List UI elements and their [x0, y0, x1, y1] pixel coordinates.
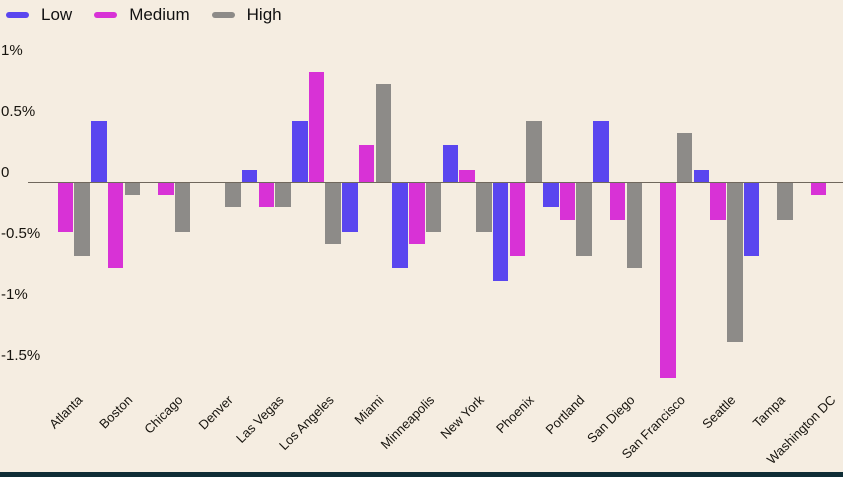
- bar-portland-low: [543, 183, 559, 208]
- bar-minneapolis-high: [425, 183, 442, 232]
- bar-miami-low: [342, 183, 358, 232]
- bar-san-diego-medium: [609, 183, 626, 220]
- x-axis-label-phoenix: Phoenix: [493, 392, 538, 437]
- bar-tampa-high: [777, 183, 793, 220]
- x-axis-label-portland: Portland: [542, 392, 588, 438]
- x-axis-label-tampa: Tampa: [750, 392, 789, 431]
- bar-los-angeles-medium: [308, 72, 325, 182]
- bar-miami-high: [375, 84, 392, 182]
- zero-axis-line: [28, 182, 843, 183]
- bar-seattle-low: [693, 169, 710, 182]
- legend-swatch-icon: [211, 12, 235, 18]
- bar-phoenix-high: [526, 121, 542, 182]
- legend-item-high: High: [211, 3, 282, 27]
- bar-chicago-medium: [158, 183, 174, 196]
- legend-label: High: [246, 5, 282, 24]
- bar-seattle-high: [727, 183, 743, 342]
- bar-los-angeles-low: [292, 121, 308, 182]
- x-axis-label-chicago: Chicago: [141, 392, 186, 437]
- bar-new-york-low: [442, 145, 459, 182]
- bar-los-angeles-high: [325, 183, 341, 244]
- x-axis-label-new-york: New York: [437, 392, 488, 442]
- legend-item-low: Low: [6, 3, 72, 27]
- legend-item-medium: Medium: [94, 3, 190, 27]
- bar-miami-medium: [358, 145, 375, 182]
- bar-phoenix-medium: [509, 183, 525, 257]
- bar-minneapolis-medium: [409, 183, 425, 244]
- x-axis-label-san-diego: San Diego: [584, 392, 638, 446]
- bar-las-vegas-medium: [258, 183, 274, 208]
- y-tick-label: -0.5%: [1, 225, 41, 242]
- bar-denver-high: [225, 183, 241, 208]
- y-tick-label: 0.5%: [1, 103, 36, 120]
- x-axis-label-denver: Denver: [195, 392, 237, 433]
- bar-portland-medium: [559, 183, 576, 220]
- bar-boston-low: [91, 121, 107, 182]
- y-tick-label: 0: [1, 164, 10, 181]
- bar-washington-dc-medium: [810, 183, 827, 196]
- bar-las-vegas-high: [275, 183, 291, 208]
- bottom-dark-strip: [0, 472, 843, 477]
- bar-portland-high: [576, 183, 592, 257]
- bar-boston-high: [124, 183, 141, 196]
- bar-san-francisco-high: [676, 133, 693, 182]
- bar-chicago-high: [174, 183, 191, 232]
- bar-new-york-medium: [459, 169, 475, 182]
- legend-label: Medium: [129, 5, 190, 24]
- x-axis-label-miami: Miami: [351, 392, 387, 428]
- legend-label: Low: [41, 5, 73, 24]
- legend-swatch-icon: [6, 12, 29, 18]
- bar-atlanta-medium: [57, 183, 74, 232]
- y-tick-label: -1.5%: [1, 347, 41, 364]
- bar-las-vegas-low: [241, 169, 258, 182]
- y-tick-label: 1%: [1, 42, 23, 59]
- bar-minneapolis-low: [392, 183, 408, 269]
- bar-boston-medium: [107, 183, 124, 269]
- y-tick-label: -1%: [1, 286, 28, 303]
- bar-tampa-low: [743, 183, 760, 257]
- chart-legend: Low Medium High: [6, 3, 282, 27]
- legend-swatch-icon: [94, 12, 118, 18]
- bar-phoenix-low: [492, 183, 509, 281]
- bar-san-diego-high: [626, 183, 643, 269]
- bar-atlanta-high: [74, 183, 90, 257]
- bar-san-francisco-medium: [660, 183, 676, 379]
- bar-new-york-high: [476, 183, 492, 232]
- x-axis-label-las-vegas: Las Vegas: [232, 392, 287, 446]
- bar-san-diego-low: [593, 121, 609, 182]
- x-axis-label-seattle: Seattle: [698, 392, 739, 432]
- x-axis-label-atlanta: Atlanta: [46, 392, 86, 432]
- bar-seattle-medium: [710, 183, 726, 220]
- x-axis-label-boston: Boston: [96, 392, 136, 432]
